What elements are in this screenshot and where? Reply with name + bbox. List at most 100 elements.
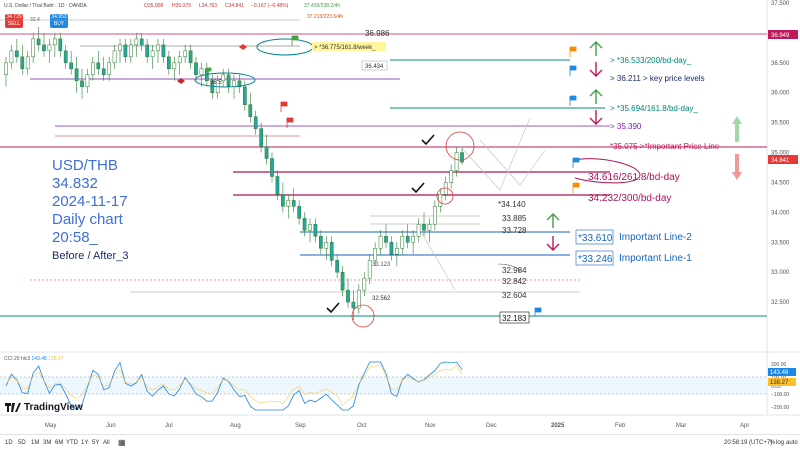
price-tick-label: 35.000 [771, 151, 790, 157]
big-arrows [732, 116, 742, 180]
cci-tick-label: 0.00 [771, 384, 781, 390]
range-1y[interactable]: 1Y [81, 440, 89, 446]
cci-tick-label: −100.00 [771, 392, 789, 398]
tradingview-icon [5, 403, 21, 412]
candle [297, 206, 301, 219]
overlay-date: 2024-11-17 [52, 193, 128, 210]
chart-overlay-text: USD/THB 34.832 2024-11-17 Daily chart 20… [52, 157, 128, 247]
candle [351, 301, 356, 309]
candle [226, 74, 231, 87]
candle [118, 44, 122, 52]
range-ytd[interactable]: YTD [66, 440, 78, 446]
buy-button[interactable]: 34.953 BUY [50, 14, 68, 28]
price-tick-label: 35.500 [771, 121, 790, 127]
candle [248, 104, 253, 117]
candle [253, 116, 258, 129]
candle [422, 224, 426, 231]
annotation-b: 37.213/223.6/4h [307, 14, 344, 20]
ohlc-change: −0.167 (−0.48%) [251, 3, 289, 9]
cci-value-tag: 143.48 [770, 370, 789, 376]
projection-lines [419, 117, 546, 291]
label-35075: *35.075 >*Important Price Line [610, 142, 720, 151]
candle [243, 86, 247, 105]
time-tick-label: Nov [425, 423, 436, 429]
candle [20, 56, 25, 70]
candle [25, 56, 30, 70]
candle [270, 158, 274, 177]
candle [367, 259, 372, 279]
label-34616: 34.616/261.8/bd-day [588, 172, 680, 183]
overlay-time: 20:58_ [52, 229, 98, 246]
time-tick-label: Jul [165, 423, 173, 429]
candle [134, 38, 139, 46]
label-32842: 32.842 [502, 277, 527, 286]
cci-line [5, 361, 463, 411]
time-tick-label: 2025 [551, 423, 565, 429]
candle [107, 62, 111, 76]
cci-signal-line [5, 364, 463, 406]
candle [324, 242, 329, 249]
time-tick-label: May [45, 423, 56, 429]
price-tick-label: 32.500 [771, 300, 790, 306]
cci-legend[interactable]: CCI 20 hlc3 143.48 138.27 [4, 356, 64, 362]
candle [384, 236, 388, 243]
candle [427, 224, 432, 231]
range-5d[interactable]: 5D [18, 440, 26, 446]
annotation-labels: 36.986 > *36.775/161.8/week_ 36.434 > *3… [210, 29, 720, 324]
cci-tick-label: −200.00 [771, 405, 789, 411]
time-axis[interactable]: May Jun Jul Aug Sep Oct Nov Dec 2025 Feb Mar Apr [45, 423, 749, 429]
candle [400, 236, 405, 249]
flag-icons [177, 35, 580, 316]
label-34140: *34.140 [498, 200, 526, 209]
range-1m[interactable]: 1M [31, 440, 40, 446]
percent-scale-button[interactable]: % [770, 440, 776, 446]
candle [329, 242, 334, 261]
price-tick-label: 33.500 [771, 240, 790, 246]
candle [416, 224, 421, 237]
candle [53, 38, 57, 46]
candle [63, 50, 68, 64]
auto-scale-button[interactable]: auto [786, 440, 798, 446]
candle [373, 248, 377, 261]
overlay-timeframe: Daily chart [52, 211, 123, 228]
candle [449, 170, 453, 183]
candle [161, 44, 166, 58]
candle [42, 44, 46, 52]
candle [47, 44, 52, 52]
candle [319, 236, 323, 249]
range-5y[interactable]: 5Y [92, 440, 100, 446]
label-33246: *33.246 [578, 254, 613, 265]
symbol-title[interactable]: U.S. Dollar / Thai Baht · 1D · OANDA [4, 3, 87, 9]
range-all[interactable]: All [103, 440, 110, 446]
range-6m[interactable]: 6M [55, 440, 64, 446]
range-3m[interactable]: 3M [43, 440, 52, 446]
label-important-line-1: Important Line-1 [619, 253, 692, 264]
candle [346, 289, 350, 303]
clock-time[interactable]: 20:58:19 (UTC+7) [724, 440, 773, 446]
range-1d[interactable]: 1D [5, 440, 13, 446]
candle [313, 224, 318, 237]
candle [357, 289, 361, 309]
log-scale-button[interactable]: log [776, 440, 785, 446]
candle [281, 194, 285, 207]
sell-button[interactable]: 34.729 SELL [5, 14, 23, 28]
candle [150, 50, 155, 58]
time-tick-label: Mar [676, 423, 686, 429]
label-34232: 34.232/300/bd-day [588, 193, 671, 204]
upper-price-text: 36.949 [771, 33, 790, 39]
candle [36, 38, 41, 46]
candle [31, 38, 35, 58]
candle [433, 206, 437, 225]
candle [199, 68, 204, 76]
candle [101, 68, 106, 76]
candle [302, 218, 307, 231]
candle [123, 44, 128, 58]
current-price-text: 34.841 [771, 158, 790, 164]
current-price-tag [768, 155, 798, 164]
candle [308, 224, 312, 231]
date-range-icon[interactable]: ▦ [118, 438, 126, 447]
label-36986: 36.986 [365, 29, 390, 38]
candle [172, 62, 177, 70]
label-36533: > *36.533/200/bd-day_ [610, 56, 692, 65]
